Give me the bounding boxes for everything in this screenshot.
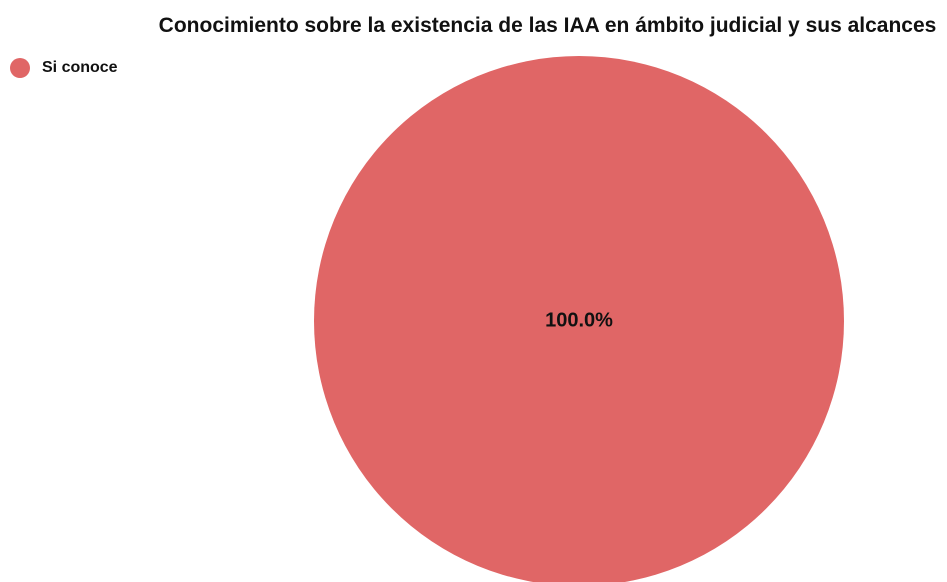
legend-label: Si conoce <box>42 59 118 76</box>
pie-slice-label: 100.0% <box>545 309 613 331</box>
pie-slice[interactable] <box>314 56 844 582</box>
chart-legend: Si conoce <box>10 58 118 78</box>
legend-item[interactable]: Si conoce <box>10 58 118 78</box>
chart-title: Conocimiento sobre la existencia de las … <box>158 14 937 37</box>
legend-swatch <box>10 58 30 78</box>
